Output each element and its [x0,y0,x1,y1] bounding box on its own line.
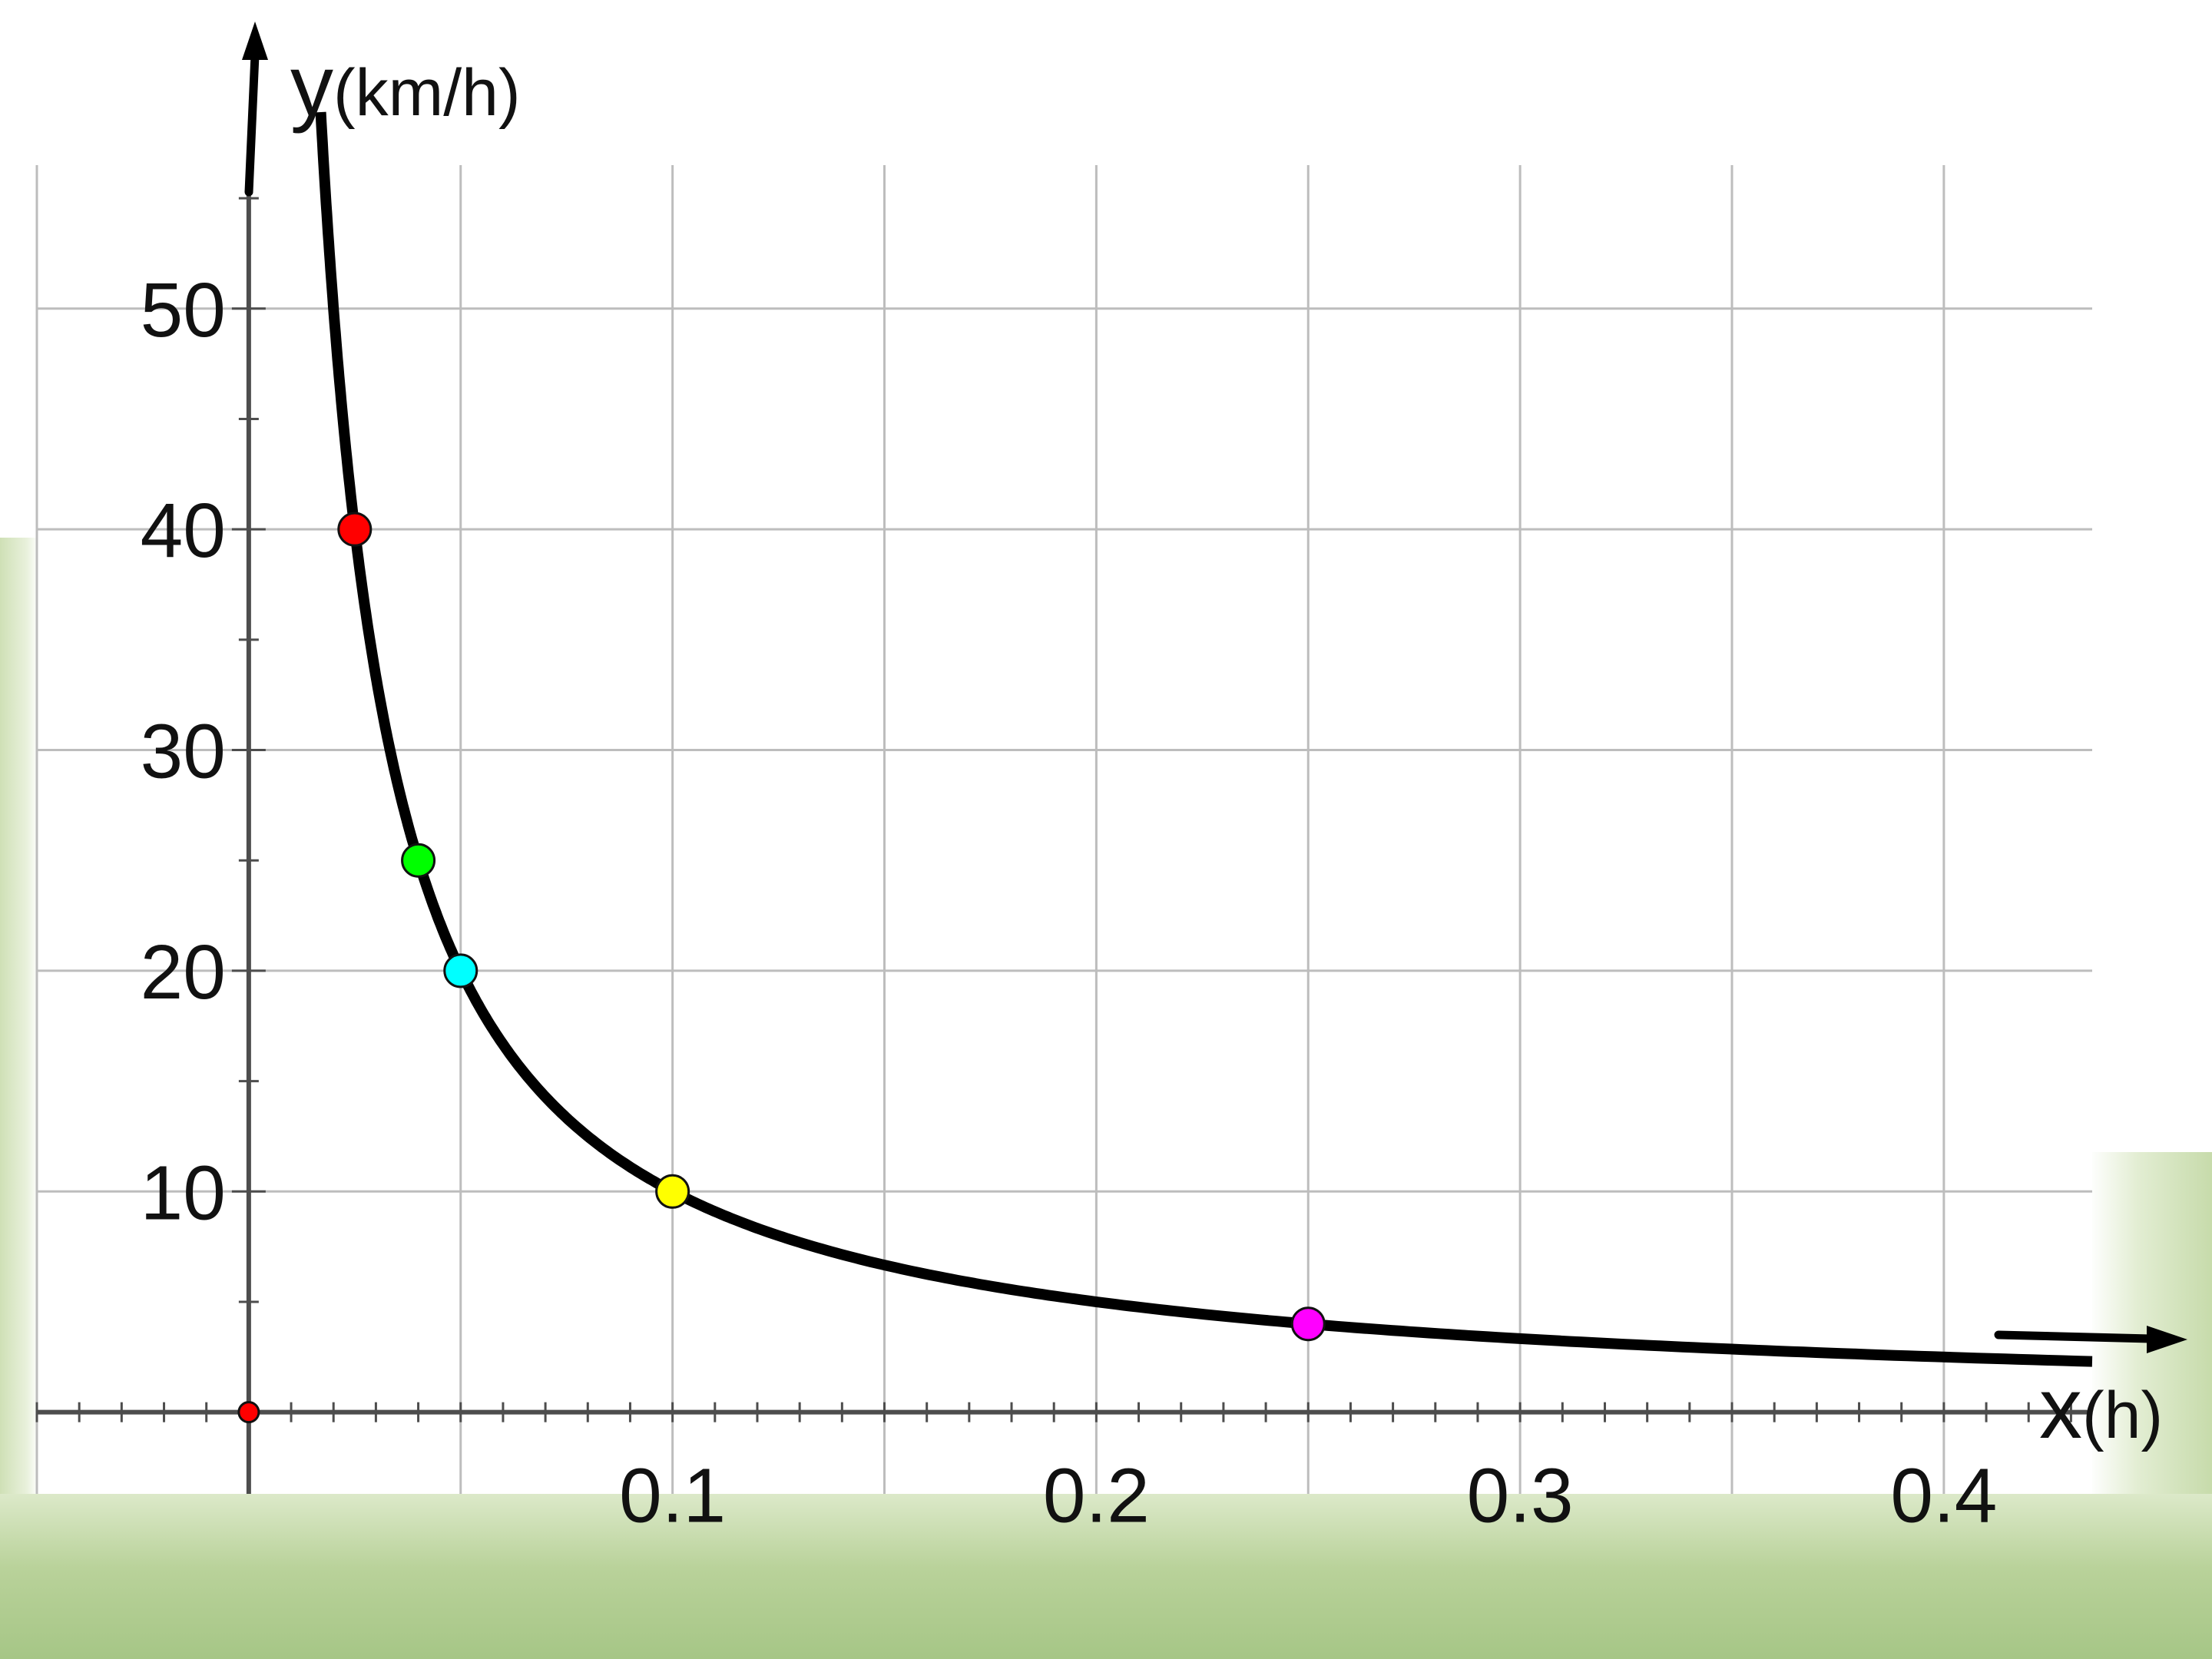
tick-labels: 0.1 0.2 0.3 0.4 10 20 30 40 50 [141,267,1998,1539]
data-point [237,1401,260,1424]
x-axis-unit: (h) [2082,1379,2163,1452]
y-tick-label: 50 [141,267,226,353]
y-tick-label: 40 [141,488,226,574]
y-axis-label: y(km/h) [290,38,521,134]
y-tick-label: 30 [141,709,226,795]
data-point [337,512,373,547]
data-point [401,843,436,878]
data-point [443,953,478,988]
x-tick-label: 0.1 [619,1453,726,1539]
data-point [1290,1306,1326,1342]
x-axis-arrow-shaft [1994,1330,2155,1343]
data-point [655,1174,690,1209]
x-tick-label: 0.4 [1890,1453,1997,1539]
background-right-texture [2089,1152,2212,1498]
grid [35,165,2092,1494]
y-axis-unit: (km/h) [333,56,521,130]
x-axis-label: x(h) [2039,1360,2163,1456]
x-tick-label: 0.2 [1043,1453,1150,1539]
x-tick-label: 0.3 [1467,1453,1574,1539]
plot-area [37,0,2092,1494]
axes [35,22,2187,1494]
y-tick-label: 10 [141,1150,226,1236]
data-points [237,512,1326,1424]
x-axis-arrowhead [2147,1326,2187,1353]
y-axis-symbol: y [290,38,333,134]
y-axis-arrow-shaft [244,51,260,197]
background-grass-texture [0,1494,2212,1659]
y-tick-label: 20 [141,929,226,1015]
x-axis-symbol: x [2039,1360,2082,1456]
background-left-texture [0,538,38,1613]
y-axis-arrowhead [242,22,268,60]
